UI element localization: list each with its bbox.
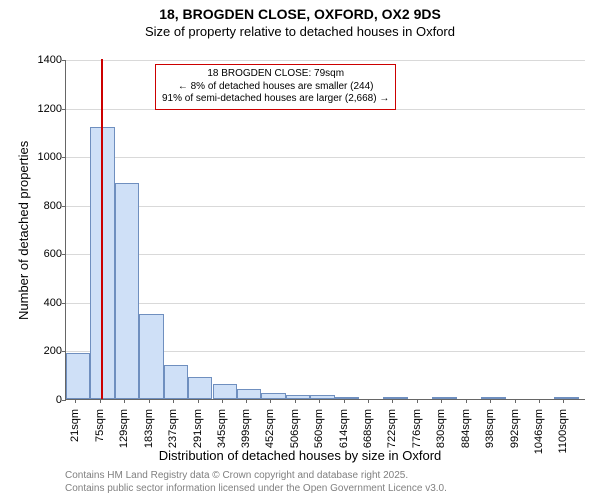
x-tick-mark <box>149 399 150 403</box>
x-tick-mark <box>539 399 540 403</box>
x-tick-label: 399sqm <box>240 409 252 448</box>
y-tick-mark <box>62 400 66 401</box>
histogram-bar <box>164 365 188 399</box>
x-tick-mark <box>270 399 271 403</box>
x-tick-mark <box>295 399 296 403</box>
gridline <box>66 60 585 61</box>
histogram-bar <box>213 384 237 399</box>
x-tick-label: 75sqm <box>94 409 106 442</box>
x-tick-label: 938sqm <box>484 409 496 448</box>
x-axis-label: Distribution of detached houses by size … <box>0 448 600 463</box>
x-tick-label: 884sqm <box>460 409 472 448</box>
gridline <box>66 254 585 255</box>
x-tick-mark <box>368 399 369 403</box>
x-tick-label: 21sqm <box>69 409 81 442</box>
y-tick-mark <box>62 109 66 110</box>
x-tick-label: 614sqm <box>338 409 350 448</box>
x-tick-mark <box>75 399 76 403</box>
y-tick-label: 400 <box>44 297 62 309</box>
y-tick-mark <box>62 303 66 304</box>
x-tick-mark <box>563 399 564 403</box>
histogram-bar <box>237 389 261 399</box>
x-tick-mark <box>222 399 223 403</box>
gridline <box>66 157 585 158</box>
x-tick-label: 129sqm <box>118 409 130 448</box>
x-tick-label: 452sqm <box>264 409 276 448</box>
y-tick-label: 800 <box>44 200 62 212</box>
histogram-bar <box>66 353 90 399</box>
x-tick-mark <box>173 399 174 403</box>
gridline <box>66 206 585 207</box>
y-tick-label: 1400 <box>38 54 62 66</box>
x-tick-mark <box>124 399 125 403</box>
histogram-bar <box>139 314 163 399</box>
annotation-line: 91% of semi-detached houses are larger (… <box>162 93 389 106</box>
y-tick-label: 1000 <box>38 151 62 163</box>
x-tick-mark <box>490 399 491 403</box>
x-tick-label: 291sqm <box>192 409 204 448</box>
x-tick-label: 345sqm <box>216 409 228 448</box>
histogram-bar <box>261 393 285 399</box>
x-tick-mark <box>246 399 247 403</box>
x-tick-label: 668sqm <box>362 409 374 448</box>
x-tick-label: 830sqm <box>435 409 447 448</box>
x-tick-mark <box>198 399 199 403</box>
y-tick-label: 0 <box>56 394 62 406</box>
histogram-bar <box>554 397 578 399</box>
y-tick-mark <box>62 60 66 61</box>
property-marker-line <box>101 59 103 399</box>
annotation-line: 18 BROGDEN CLOSE: 79sqm <box>162 68 389 81</box>
y-tick-mark <box>62 157 66 158</box>
x-tick-mark <box>417 399 418 403</box>
histogram-bar <box>115 183 139 399</box>
x-tick-mark <box>319 399 320 403</box>
annotation-box: 18 BROGDEN CLOSE: 79sqm← 8% of detached … <box>155 64 396 110</box>
chart-plot-area: 020040060080010001200140021sqm75sqm129sq… <box>65 60 585 400</box>
footer-copyright-2: Contains public sector information licen… <box>65 483 447 494</box>
x-tick-mark <box>441 399 442 403</box>
x-tick-label: 183sqm <box>143 409 155 448</box>
chart-subtitle: Size of property relative to detached ho… <box>0 24 600 39</box>
x-tick-label: 237sqm <box>167 409 179 448</box>
y-tick-label: 1200 <box>38 103 62 115</box>
histogram-bar <box>310 395 334 399</box>
y-axis-label: Number of detached properties <box>16 141 31 320</box>
histogram-bar <box>188 377 212 399</box>
x-tick-label: 560sqm <box>313 409 325 448</box>
annotation-line: ← 8% of detached houses are smaller (244… <box>162 81 389 94</box>
x-tick-mark <box>466 399 467 403</box>
x-tick-label: 776sqm <box>411 409 423 448</box>
histogram-bar <box>335 397 359 399</box>
x-tick-mark <box>515 399 516 403</box>
x-tick-mark <box>344 399 345 403</box>
y-tick-label: 200 <box>44 345 62 357</box>
x-tick-label: 992sqm <box>509 409 521 448</box>
chart-title: 18, BROGDEN CLOSE, OXFORD, OX2 9DS <box>0 6 600 22</box>
histogram-bar <box>481 397 505 399</box>
gridline <box>66 303 585 304</box>
x-tick-label: 506sqm <box>289 409 301 448</box>
y-tick-mark <box>62 254 66 255</box>
x-tick-mark <box>392 399 393 403</box>
x-tick-label: 1100sqm <box>557 409 569 453</box>
y-tick-label: 600 <box>44 248 62 260</box>
footer-copyright-1: Contains HM Land Registry data © Crown c… <box>65 470 408 481</box>
histogram-bar <box>286 395 310 399</box>
x-tick-label: 722sqm <box>386 409 398 448</box>
x-tick-mark <box>100 399 101 403</box>
histogram-bar <box>432 397 456 399</box>
y-tick-mark <box>62 206 66 207</box>
histogram-bar <box>383 397 407 399</box>
